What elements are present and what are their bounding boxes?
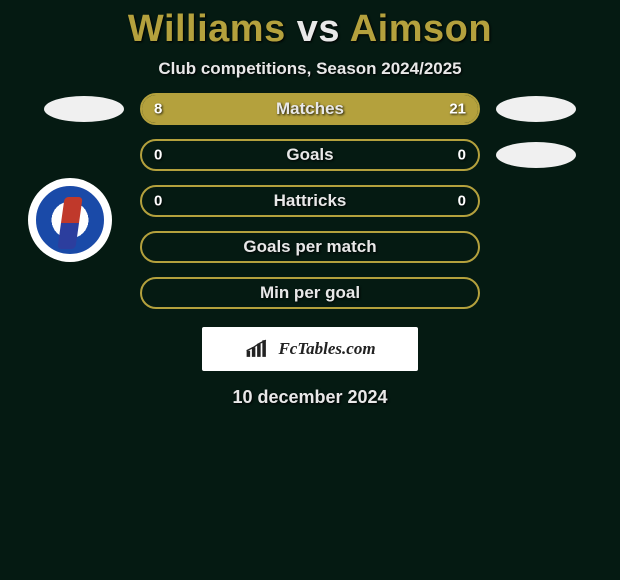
date-text: 10 december 2024 <box>0 387 620 408</box>
stat-bar: 8 Matches 21 <box>140 93 480 125</box>
comparison-title: Williams vs Aimson <box>0 0 620 51</box>
stat-right-value: 0 <box>458 193 466 210</box>
stat-left-value: 0 <box>154 147 162 164</box>
subtitle: Club competitions, Season 2024/2025 <box>0 59 620 79</box>
stat-label: Min per goal <box>260 283 360 303</box>
stat-bar: 0 Goals 0 <box>140 139 480 171</box>
stat-label: Hattricks <box>274 191 347 211</box>
club-badge <box>28 178 112 262</box>
fill-left <box>142 95 209 123</box>
player2-oval <box>496 96 576 122</box>
brand-badge[interactable]: FcTables.com <box>202 327 418 371</box>
stat-row-hattricks: 0 Hattricks 0 <box>140 185 480 217</box>
stat-right-value: 0 <box>458 147 466 164</box>
player1-name: Williams <box>128 8 286 50</box>
player2-oval <box>496 142 576 168</box>
stat-label: Goals <box>286 145 333 165</box>
stat-row-goals-per-match: Goals per match <box>140 231 480 263</box>
stat-bar: 0 Hattricks 0 <box>140 185 480 217</box>
stat-label: Matches <box>276 99 344 119</box>
stat-row-goals: 0 Goals 0 <box>140 139 480 171</box>
stat-bar: Min per goal <box>140 277 480 309</box>
stat-bar: Goals per match <box>140 231 480 263</box>
chart-icon <box>244 338 272 360</box>
stat-left-value: 8 <box>154 101 162 118</box>
stat-row-min-per-goal: Min per goal <box>140 277 480 309</box>
player1-oval <box>44 96 124 122</box>
stat-row-matches: 8 Matches 21 <box>140 93 480 125</box>
stat-right-value: 21 <box>449 101 466 118</box>
player2-name: Aimson <box>350 8 492 50</box>
vs-text: vs <box>297 8 340 50</box>
stat-left-value: 0 <box>154 193 162 210</box>
brand-text: FcTables.com <box>278 339 375 359</box>
club-badge-inner <box>36 186 104 254</box>
stat-label: Goals per match <box>243 237 376 257</box>
